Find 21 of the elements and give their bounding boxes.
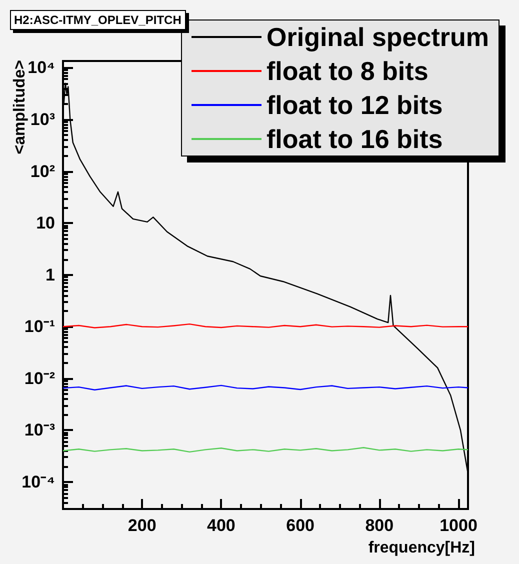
y-tick-label: 10² xyxy=(30,162,56,181)
x-tick-label: 800 xyxy=(365,516,394,535)
y-tick-label: 10 xyxy=(36,214,55,233)
legend-label: float to 12 bits xyxy=(266,90,443,120)
y-tick-label: 10⁴ xyxy=(28,58,55,78)
y-tick-label: 10³ xyxy=(30,110,56,130)
y-tick-label: 10⁻⁴ xyxy=(22,472,55,492)
x-tick-label: 400 xyxy=(207,516,236,535)
legend-label: float to 16 bits xyxy=(266,124,443,154)
y-tick-label: 10⁻¹ xyxy=(24,317,56,336)
x-tick-label: 200 xyxy=(128,516,156,535)
y-axis-title: <amplitude> xyxy=(12,60,28,154)
chart-title: H2:ASC-ITMY_OPLEV_PITCH xyxy=(14,13,182,27)
y-tick-label: 1 xyxy=(46,265,55,284)
y-tick-label: 10⁻³ xyxy=(24,420,56,440)
x-tick-label: 1000 xyxy=(440,516,478,535)
x-axis-title: frequency[Hz] xyxy=(368,540,475,556)
legend-label: float to 8 bits xyxy=(266,56,428,86)
y-tick-label: 10⁻² xyxy=(24,368,56,388)
x-tick-label: 600 xyxy=(286,516,314,535)
legend-label: Original spectrum xyxy=(266,22,489,52)
